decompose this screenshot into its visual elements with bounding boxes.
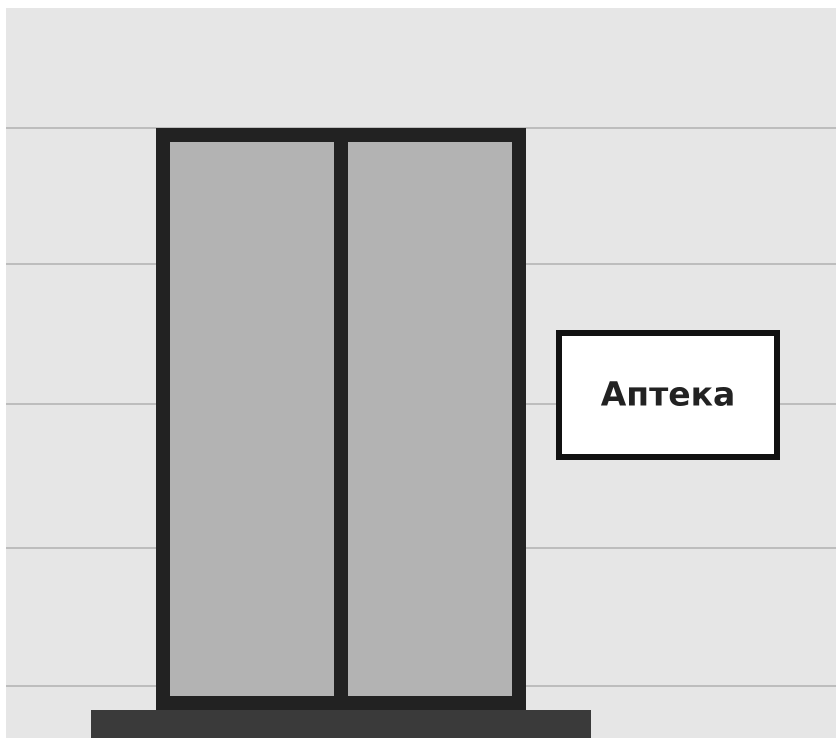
door-step <box>91 710 591 738</box>
page: {"sign": {"text": "Аптека"}} Аптека (() … <box>0 0 836 738</box>
door-panel-right[interactable] <box>348 142 512 696</box>
door-panel-left[interactable] <box>170 142 334 696</box>
sign-text: Аптека <box>601 375 736 414</box>
scene: Аптека <box>0 0 836 738</box>
